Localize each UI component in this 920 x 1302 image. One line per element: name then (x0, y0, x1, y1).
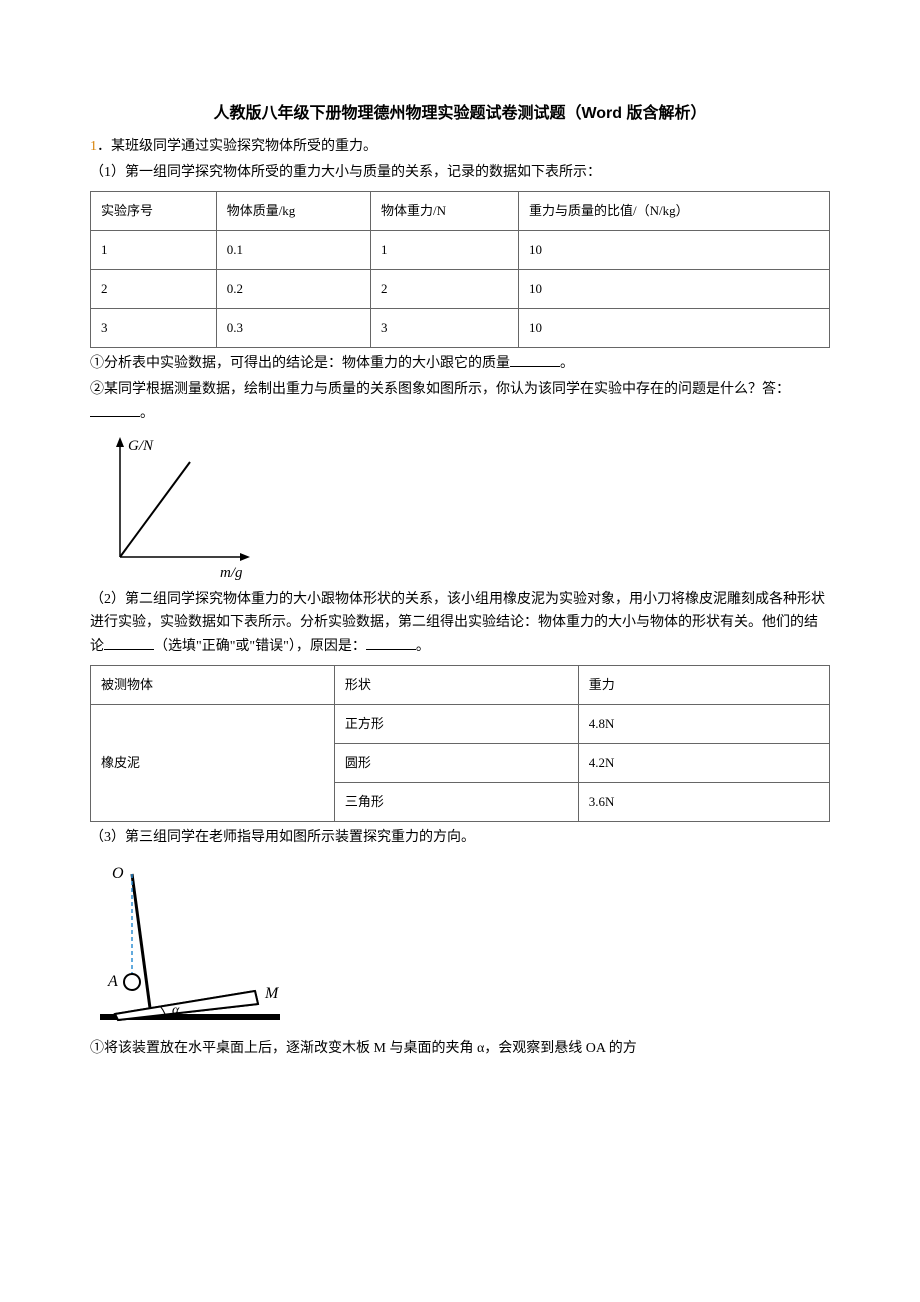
table-header: 重力与质量的比值/（N/kg） (519, 191, 830, 230)
blank-field[interactable] (366, 636, 416, 650)
table-row: 1 0.1 1 10 (91, 230, 830, 269)
table-row: 3 0.3 3 10 (91, 309, 830, 348)
table-header: 物体重力/N (370, 191, 518, 230)
q1-sub1-text: ①分析表中实验数据，可得出的结论是：物体重力的大小跟它的质量。 (90, 352, 830, 376)
table-cell: 1 (91, 230, 217, 269)
table-cell: 0.3 (216, 309, 370, 348)
question-number: 1 (90, 139, 97, 154)
table-2: 被测物体 形状 重力 橡皮泥 正方形 4.8N 圆形 4.2N 三角形 3.6N (90, 665, 830, 822)
q1-part3-sub1-text: ①将该装置放在水平桌面上后，逐渐改变木板 M 与桌面的夹角 α，会观察到悬线 O… (90, 1037, 830, 1061)
table-row: 2 0.2 2 10 (91, 269, 830, 308)
table-cell: 4.8N (578, 705, 829, 744)
y-axis-label: G/N (128, 438, 154, 454)
table-header: 实验序号 (91, 191, 217, 230)
question-stem: ．某班级同学通过实验探究物体所受的重力。 (97, 139, 377, 154)
table-cell: 3 (370, 309, 518, 348)
table-cell: 3 (91, 309, 217, 348)
table-row: 橡皮泥 正方形 4.8N (91, 705, 830, 744)
question-1-line: 1．某班级同学通过实验探究物体所受的重力。 (90, 135, 830, 159)
q1-part2-text: （2）第二组同学探究物体重力的大小跟物体形状的关系，该小组用橡皮泥为实验对象，用… (90, 588, 830, 659)
table-header: 被测物体 (91, 665, 335, 704)
table-cell: 10 (519, 230, 830, 269)
gravity-direction-diagram: O A M α (90, 856, 310, 1031)
table-cell: 正方形 (334, 705, 578, 744)
table-row: 实验序号 物体质量/kg 物体重力/N 重力与质量的比值/（N/kg） (91, 191, 830, 230)
table-header: 形状 (334, 665, 578, 704)
q1-sub2-text: ②某同学根据测量数据，绘制出重力与质量的关系图象如图所示，你认为该同学在实验中存… (90, 378, 830, 426)
blank-field[interactable] (104, 636, 154, 650)
point-O-label: O (112, 865, 124, 882)
table-1: 实验序号 物体质量/kg 物体重力/N 重力与质量的比值/（N/kg） 1 0.… (90, 191, 830, 348)
table-cell: 4.2N (578, 744, 829, 783)
table-cell: 2 (370, 269, 518, 308)
table-header: 物体质量/kg (216, 191, 370, 230)
table-cell: 3.6N (578, 783, 829, 822)
blank-field[interactable] (510, 353, 560, 367)
x-axis-label: m/g (220, 565, 243, 581)
table-cell: 10 (519, 309, 830, 348)
point-A-label: A (107, 973, 118, 990)
table-row: 被测物体 形状 重力 (91, 665, 830, 704)
table-cell: 0.2 (216, 269, 370, 308)
table-header: 重力 (578, 665, 829, 704)
board-M-label: M (264, 985, 280, 1002)
table-cell: 三角形 (334, 783, 578, 822)
gravity-mass-chart: G/N m/g (90, 432, 270, 582)
table-cell: 10 (519, 269, 830, 308)
table-cell: 1 (370, 230, 518, 269)
table-cell: 橡皮泥 (91, 705, 335, 822)
q1-part3-text: （3）第三组同学在老师指导用如图所示装置探究重力的方向。 (90, 826, 830, 850)
table-cell: 圆形 (334, 744, 578, 783)
table-cell: 0.1 (216, 230, 370, 269)
angle-alpha-label: α (172, 1003, 180, 1018)
table-cell: 2 (91, 269, 217, 308)
page-title: 人教版八年级下册物理德州物理实验题试卷测试题（Word 版含解析） (90, 100, 830, 127)
q1-part1-text: （1）第一组同学探究物体所受的重力大小与质量的关系，记录的数据如下表所示： (90, 161, 830, 185)
blank-field[interactable] (90, 403, 140, 417)
